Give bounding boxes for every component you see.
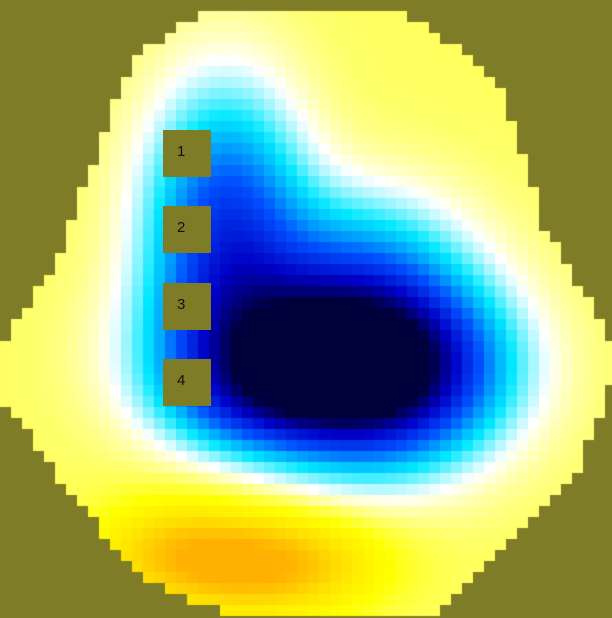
region-marker-3[interactable]: 3 xyxy=(163,283,211,330)
marker-label: 4 xyxy=(177,372,186,389)
marker-label: 3 xyxy=(177,296,186,313)
marker-label: 1 xyxy=(177,143,186,160)
region-marker-1[interactable]: 1 xyxy=(163,130,211,177)
region-marker-4[interactable]: 4 xyxy=(163,359,211,406)
region-marker-2[interactable]: 2 xyxy=(163,206,211,253)
marker-label: 2 xyxy=(177,219,186,236)
